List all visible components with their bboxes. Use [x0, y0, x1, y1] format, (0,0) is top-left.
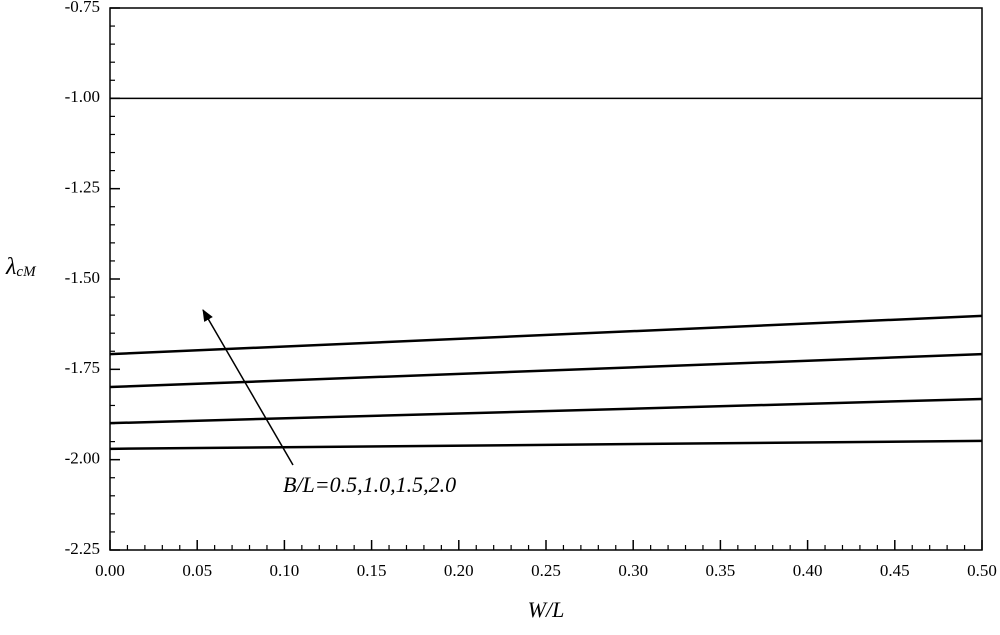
annotation: B/L=0.5,1.0,1.5,2.0	[283, 472, 456, 497]
x-tick-label: 0.15	[357, 561, 387, 580]
x-tick-label: 0.50	[967, 561, 997, 580]
y-tick-label: -2.25	[65, 539, 100, 558]
x-tick-label: 0.30	[618, 561, 648, 580]
annotation-arrow	[202, 309, 294, 466]
series-line	[109, 314, 983, 356]
y-axis-symbol: λ	[5, 254, 16, 280]
x-tick-label: 0.05	[182, 561, 212, 580]
y-tick-label: -1.25	[65, 178, 100, 197]
y-axis-label: λcM	[5, 254, 37, 281]
plot-frame	[109, 7, 983, 551]
x-tick-label: 0.25	[531, 561, 561, 580]
y-tick-label: -0.75	[65, 0, 100, 16]
x-tick-label: 0.10	[270, 561, 300, 580]
y-tick-label: -1.50	[65, 268, 100, 287]
x-tick-label: 0.35	[706, 561, 736, 580]
y-tick-label: -1.75	[65, 358, 100, 377]
x-tick-label: 0.40	[793, 561, 823, 580]
y-axis-subscript: cM	[16, 264, 37, 280]
x-tick-label: 0.00	[95, 561, 125, 580]
y-tick-label: -1.00	[65, 87, 100, 106]
x-tick-label: 0.45	[880, 561, 910, 580]
series-line	[109, 352, 983, 389]
series-line	[109, 397, 983, 425]
x-tick-label: 0.20	[444, 561, 474, 580]
series-line	[109, 439, 983, 451]
y-tick-label: -2.00	[65, 449, 100, 468]
x-axis-label: W/L	[528, 597, 565, 622]
